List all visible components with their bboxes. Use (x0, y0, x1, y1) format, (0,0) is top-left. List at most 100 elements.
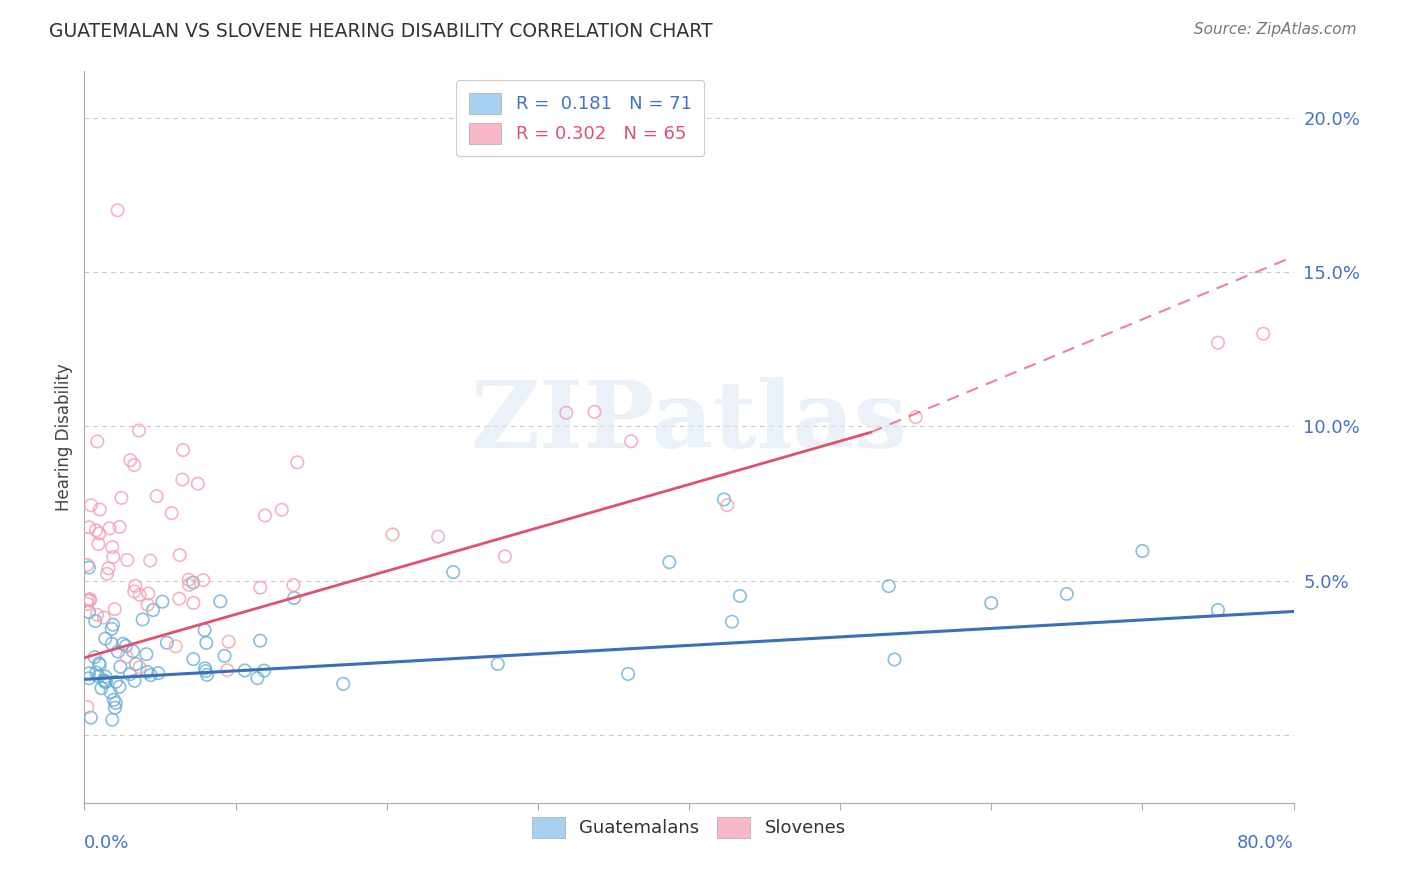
Point (101, 617, 124, 632)
Point (87, 537, 110, 551)
Text: Source: ZipAtlas.com: Source: ZipAtlas.com (1194, 22, 1357, 37)
Point (136, 665, 159, 679)
Point (84, 665, 107, 680)
Point (115, 553, 138, 567)
Point (980, 596, 1002, 610)
Point (94, 674, 117, 689)
Point (77, 560, 100, 574)
Point (142, 603, 165, 617)
Point (83, 650, 105, 665)
Point (181, 575, 204, 590)
Point (84, 614, 107, 628)
Point (80, 710, 103, 724)
Point (156, 636, 179, 650)
Point (194, 664, 217, 678)
Point (101, 540, 124, 554)
Point (1206, 335, 1229, 350)
Point (183, 652, 205, 666)
Point (94, 675, 117, 690)
Point (104, 700, 127, 714)
Point (124, 579, 146, 593)
Point (183, 596, 205, 610)
Point (135, 647, 157, 661)
Point (246, 671, 269, 685)
Point (233, 664, 256, 678)
Point (107, 644, 129, 658)
Point (217, 663, 239, 677)
Point (79, 592, 101, 607)
Point (177, 573, 200, 587)
Point (104, 696, 127, 710)
Point (167, 591, 190, 606)
Point (195, 636, 218, 650)
Point (214, 648, 236, 663)
Point (96, 566, 118, 581)
Point (494, 549, 516, 564)
Point (1056, 587, 1078, 601)
Y-axis label: Hearing Disability: Hearing Disability (55, 363, 73, 511)
Point (620, 434, 643, 449)
Point (120, 453, 142, 467)
Point (94, 670, 117, 684)
Point (100, 637, 122, 651)
Point (218, 634, 240, 648)
Point (89, 526, 111, 541)
Point (94, 632, 117, 646)
Point (108, 520, 131, 534)
Point (89, 502, 111, 516)
Point (107, 203, 129, 218)
Point (128, 588, 150, 602)
Point (76, 700, 98, 714)
Point (101, 713, 124, 727)
Point (131, 612, 153, 626)
Point (139, 668, 162, 682)
Point (84, 524, 107, 538)
Point (104, 674, 127, 689)
Point (87, 669, 110, 683)
Point (125, 657, 148, 672)
Point (124, 673, 146, 688)
Point (148, 666, 170, 681)
Point (193, 573, 215, 587)
Point (160, 506, 183, 520)
Point (194, 623, 217, 637)
Point (103, 549, 125, 564)
Point (721, 615, 744, 629)
Point (172, 473, 194, 487)
Point (115, 639, 138, 653)
Point (138, 586, 160, 600)
Point (165, 640, 187, 654)
Point (427, 530, 450, 544)
Point (111, 637, 134, 651)
Text: GUATEMALAN VS SLOVENE HEARING DISABILITY CORRELATION CHART: GUATEMALAN VS SLOVENE HEARING DISABILITY… (49, 22, 713, 41)
Point (122, 644, 145, 658)
Point (87, 657, 110, 671)
Point (124, 584, 146, 599)
Point (122, 458, 145, 472)
Point (441, 565, 464, 579)
Point (209, 594, 232, 608)
Point (136, 598, 159, 612)
Point (187, 476, 209, 491)
Point (86, 434, 108, 449)
Point (249, 581, 271, 595)
Point (883, 652, 905, 666)
Point (118, 667, 141, 681)
Point (108, 680, 131, 694)
Point (79, 593, 101, 607)
Point (1206, 603, 1229, 617)
Point (713, 492, 735, 507)
Point (285, 455, 308, 469)
Point (877, 579, 900, 593)
Point (716, 498, 738, 512)
Point (110, 491, 132, 505)
Point (254, 508, 277, 523)
Point (658, 555, 681, 569)
Point (77, 671, 100, 685)
Point (177, 578, 200, 592)
Point (100, 622, 122, 636)
Point (128, 660, 150, 674)
Point (76, 597, 98, 611)
Point (139, 553, 162, 567)
Point (381, 527, 404, 541)
